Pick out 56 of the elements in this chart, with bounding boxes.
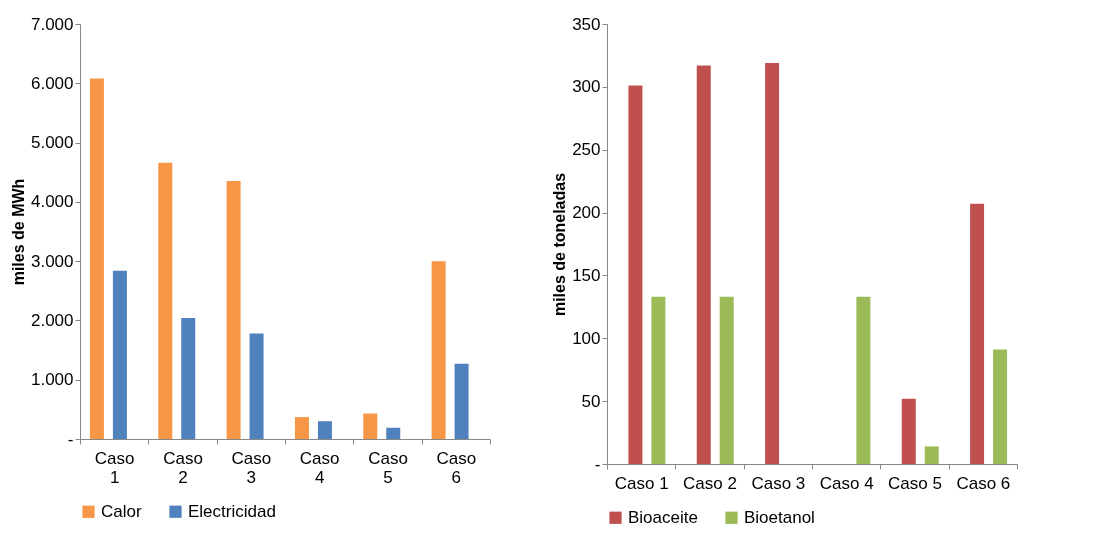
x-tick-label: Caso 2 [163, 448, 203, 487]
bar [363, 413, 378, 439]
bar [993, 349, 1008, 464]
bar [719, 296, 734, 464]
bar [386, 427, 401, 439]
x-tick-label: Caso 1 [94, 448, 135, 487]
bar [970, 203, 985, 464]
y-tick-label: 150 [572, 265, 601, 285]
y-tick-label: 250 [572, 140, 601, 160]
x-tick-label: Caso 1 [614, 473, 669, 493]
x-tick-label: Caso 2 [683, 473, 737, 493]
y-tick-label: 300 [572, 77, 601, 97]
bar [696, 65, 711, 464]
y-tick-label: 200 [572, 203, 601, 223]
legend-label: Bioetanol [744, 507, 815, 527]
y-tick-label: 6.000 [30, 73, 74, 93]
bar [249, 333, 264, 439]
x-tick-label: Caso 6 [436, 448, 477, 487]
y-tick-label: 350 [572, 14, 601, 34]
x-tick-label: Caso 6 [956, 473, 1011, 493]
x-tick-label: Caso 3 [231, 448, 272, 487]
bar [431, 261, 446, 439]
legend-label: Calor [101, 501, 142, 521]
x-tick-label: Caso 5 [888, 473, 942, 493]
y-tick-label: - [67, 429, 74, 449]
bar [294, 417, 309, 439]
y-axis-title: miles de MWh [9, 178, 27, 286]
x-tick-label: Caso 5 [368, 448, 408, 487]
bar [628, 85, 643, 464]
bar [89, 78, 104, 439]
x-tick-label: Caso 3 [751, 473, 806, 493]
x-tick-label: Caso 4 [819, 473, 874, 493]
y-tick-label: 50 [581, 391, 601, 411]
legend-label: Electricidad [188, 501, 276, 521]
y-tick-label: 4.000 [30, 192, 74, 212]
y-axis-title: miles de toneladas [551, 172, 569, 317]
bar [901, 398, 916, 464]
bar [651, 296, 666, 464]
y-tick-label: 5.000 [30, 133, 74, 153]
bar [765, 62, 780, 464]
x-tick-label: Caso 4 [299, 448, 340, 487]
bar [924, 446, 939, 464]
bar [226, 181, 241, 439]
bar [454, 363, 469, 439]
legend-label: Bioaceite [628, 507, 698, 527]
y-tick-label: - [594, 454, 601, 474]
bar [856, 296, 871, 464]
bar [112, 270, 127, 439]
y-tick-label: 3.000 [30, 251, 74, 271]
bar [317, 421, 332, 439]
y-tick-label: 100 [572, 328, 601, 348]
y-tick-label: 7.000 [30, 14, 74, 34]
y-tick-label: 1.000 [30, 370, 74, 390]
y-tick-label: 2.000 [30, 310, 74, 330]
bar [158, 162, 173, 439]
bar [181, 318, 196, 439]
